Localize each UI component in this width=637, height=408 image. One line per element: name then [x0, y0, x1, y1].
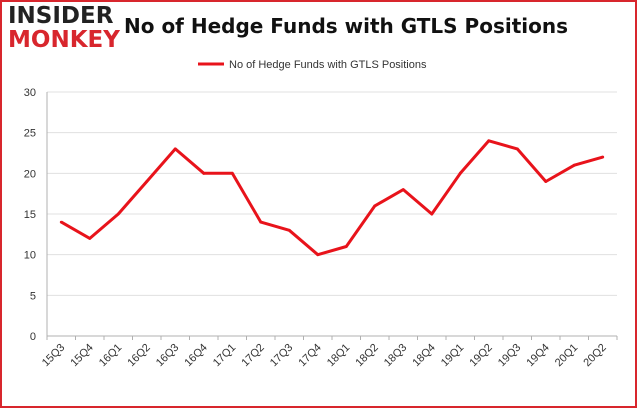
data-point — [430, 212, 434, 216]
y-tick-label: 30 — [24, 87, 36, 99]
data-point — [287, 228, 291, 232]
x-axis-ticks: 15Q3 15Q4 16Q1 16Q2 16Q3 16Q4 17Q1 17Q2 17Q3 17Q4… — [40, 342, 609, 370]
data-point — [515, 147, 519, 151]
x-tick-label: 17Q3 — [268, 342, 296, 370]
legend-label: No of Hedge Funds with GTLS Positions — [229, 59, 427, 71]
x-tick-label: 15Q3 — [40, 342, 68, 370]
y-tick-label: 20 — [24, 168, 36, 180]
data-point — [88, 237, 92, 240]
data-point — [458, 171, 462, 175]
chart-title: No of Hedge Funds with GTLS Positions — [124, 14, 569, 38]
brand-logo-line2: MONKEY — [8, 27, 120, 53]
data-point — [59, 220, 63, 224]
x-tick-label: 17Q2 — [239, 342, 267, 370]
data-point — [230, 171, 234, 175]
axes — [46, 92, 618, 340]
x-tick-label: 16Q1 — [97, 342, 125, 370]
data-point — [401, 188, 405, 192]
data-point — [173, 147, 177, 151]
x-tick-label: 18Q1 — [325, 342, 353, 370]
x-tick-label: 17Q1 — [211, 342, 239, 370]
x-tick-label: 17Q4 — [296, 342, 324, 370]
data-point — [487, 139, 491, 143]
x-tick-label: 16Q2 — [125, 342, 153, 370]
x-tick-label: 18Q3 — [382, 342, 410, 370]
brand-logo: INSIDER MONKEY — [8, 3, 120, 54]
y-tick-label: 15 — [24, 209, 36, 221]
brand-logo-line1: INSIDER — [8, 3, 114, 29]
data-point — [202, 171, 206, 175]
data-point — [373, 204, 377, 208]
data-point — [601, 155, 605, 159]
series-layer — [59, 139, 605, 257]
series-line — [60, 139, 604, 257]
y-tick-label: 25 — [24, 128, 36, 140]
x-tick-label: 19Q2 — [467, 342, 495, 370]
y-tick-label: 0 — [30, 331, 36, 343]
y-tick-label: 5 — [30, 290, 36, 302]
data-point — [316, 253, 320, 257]
x-tick-label: 16Q4 — [182, 342, 210, 370]
data-point — [544, 180, 548, 183]
data-point — [344, 245, 348, 248]
legend: No of Hedge Funds with GTLS Positions — [198, 59, 427, 71]
x-tick-label: 19Q3 — [496, 342, 524, 370]
x-tick-label: 16Q3 — [154, 342, 182, 370]
y-tick-label: 10 — [24, 250, 36, 262]
x-tick-label: 15Q4 — [68, 342, 96, 370]
data-point — [259, 220, 263, 224]
x-tick-label: 20Q2 — [581, 342, 609, 370]
x-tick-label: 19Q4 — [524, 342, 552, 370]
x-tick-label: 18Q2 — [353, 342, 381, 370]
y-axis-ticks: 0 5 10 15 20 25 30 — [24, 87, 36, 343]
data-point — [572, 163, 576, 167]
data-point — [116, 212, 120, 216]
x-tick-label: 20Q1 — [553, 342, 581, 370]
data-point — [145, 180, 149, 183]
x-tick-label: 19Q1 — [439, 342, 467, 370]
grid-lines — [47, 91, 617, 296]
x-tick-label: 18Q4 — [410, 342, 438, 370]
